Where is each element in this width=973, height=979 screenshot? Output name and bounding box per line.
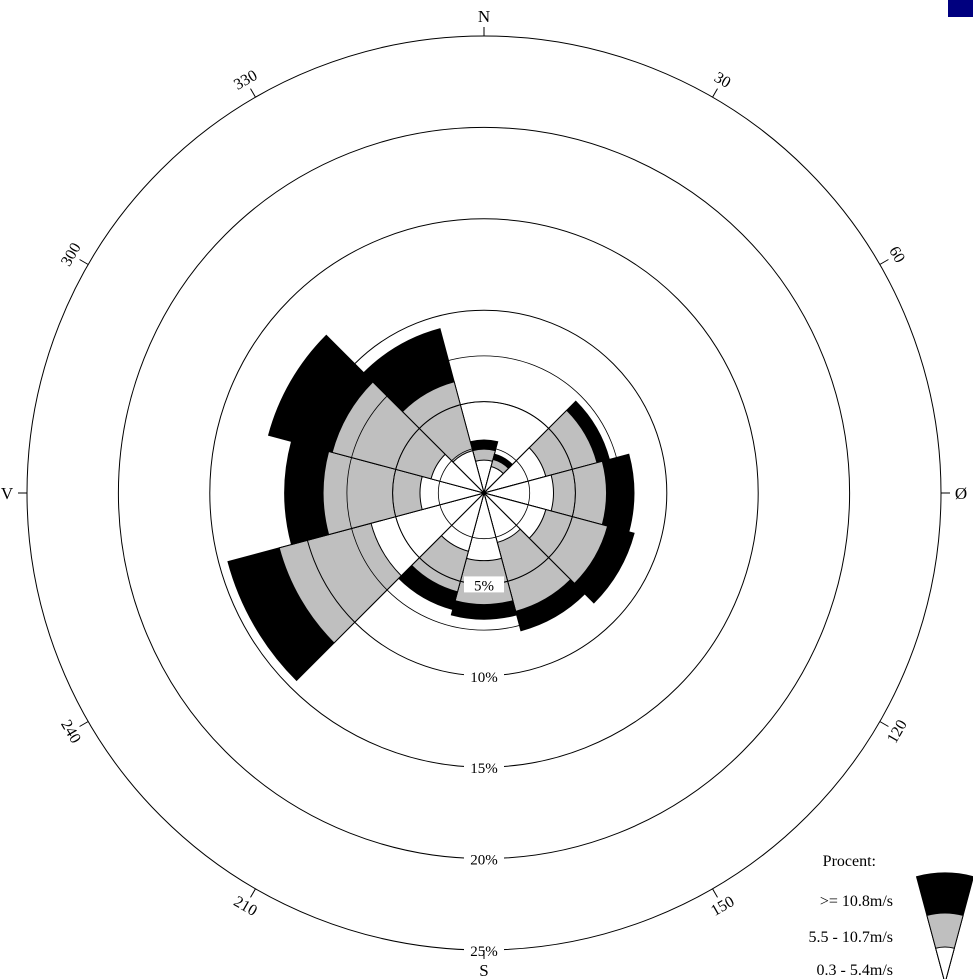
degree-label-150: 150 bbox=[708, 893, 737, 920]
degree-tick-300 bbox=[79, 259, 89, 265]
degree-tick-210 bbox=[250, 888, 256, 898]
legend-label-mid: 5.5 - 10.7m/s bbox=[809, 929, 893, 946]
guide-ring-2.5 bbox=[437, 446, 531, 540]
ring-label-bg bbox=[464, 759, 504, 776]
degree-tick-60 bbox=[879, 259, 889, 265]
corner-tab bbox=[948, 0, 973, 17]
ring-label-5: 5% bbox=[474, 578, 494, 594]
degree-tick-30 bbox=[712, 88, 718, 98]
legend-swatch-low bbox=[935, 946, 955, 979]
ring-label-bg bbox=[464, 576, 504, 593]
compass-label-180: S bbox=[479, 961, 488, 979]
degree-tick-240 bbox=[79, 721, 89, 727]
legend: Procent: >= 10.8m/s 5.5 - 10.7m/s 0.3 - … bbox=[809, 853, 973, 979]
legend-label-low: 0.3 - 5.4m/s bbox=[817, 962, 893, 979]
legend-swatch-mid bbox=[926, 912, 964, 979]
compass-label-0: N bbox=[478, 7, 490, 26]
ring-label-15: 15% bbox=[470, 761, 498, 777]
degree-label-60: 60 bbox=[885, 244, 908, 266]
ring-label-10: 10% bbox=[470, 670, 498, 686]
degree-label-120: 120 bbox=[884, 717, 911, 746]
compass-label-270: V bbox=[1, 484, 14, 503]
guide-ring-7.5 bbox=[346, 355, 622, 631]
ring-label-bg bbox=[464, 850, 504, 867]
degree-label-300: 300 bbox=[58, 240, 85, 269]
degree-tick-150 bbox=[712, 888, 718, 898]
legend-title: Procent: bbox=[823, 853, 876, 870]
legend-label-high: >= 10.8m/s bbox=[820, 893, 893, 910]
sector-group bbox=[227, 328, 635, 682]
ring-label-bg bbox=[464, 667, 504, 684]
ring-label-20: 20% bbox=[470, 853, 498, 869]
sector-330-low bbox=[452, 450, 485, 495]
degree-label-210: 210 bbox=[231, 893, 260, 920]
degree-label-240: 240 bbox=[57, 717, 84, 746]
degree-label-30: 30 bbox=[711, 69, 733, 92]
degree-tick-330 bbox=[250, 88, 256, 98]
degree-tick-120 bbox=[879, 721, 889, 727]
compass-label-90: Ø bbox=[955, 484, 967, 503]
degree-label-330: 330 bbox=[231, 67, 260, 94]
